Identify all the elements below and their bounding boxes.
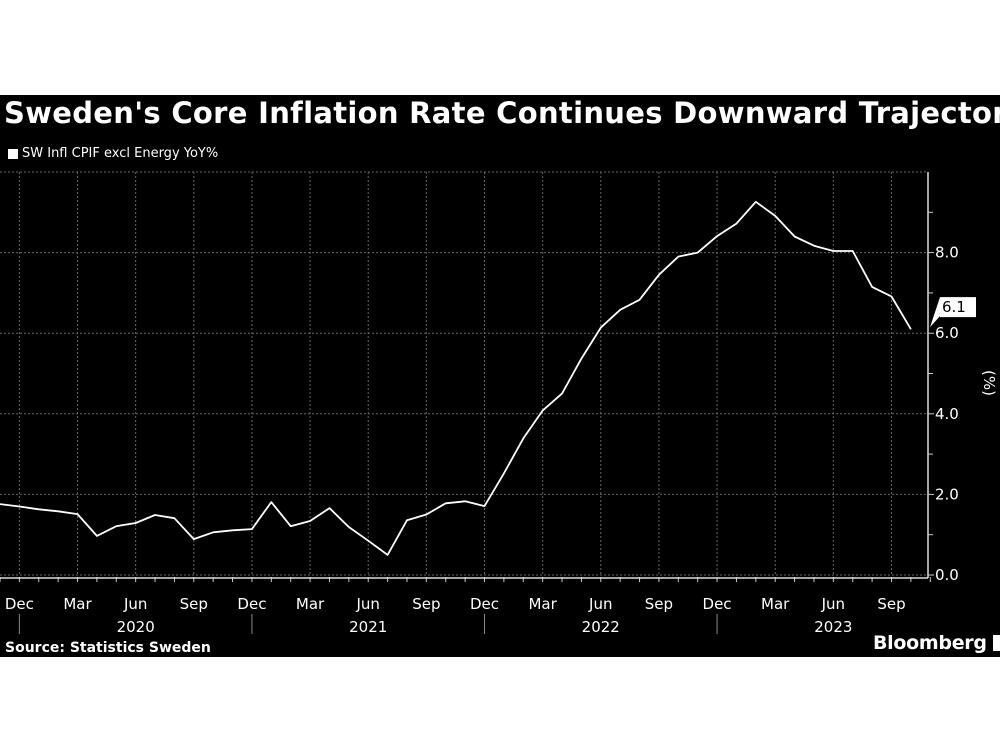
chart-title: Sweden's Core Inflation Rate Continues D… [4,96,1000,130]
x-tick-label: Jun [123,595,147,613]
x-year-label: 2020 [117,618,155,636]
last-value-label: 6.1 [942,298,966,316]
legend-swatch [8,148,18,159]
x-tick-label: Dec [5,595,34,613]
y-tick-label: 0.0 [935,566,959,584]
x-tick-label: Sep [180,595,208,613]
x-tick-label: Dec [237,595,266,613]
x-tick-label: Jun [821,595,845,613]
brand-name: Bloomberg [873,632,987,654]
x-tick-label: Mar [528,595,557,613]
x-tick-label: Mar [761,595,790,613]
x-tick-label: Jun [356,595,380,613]
x-tick-label: Mar [296,595,325,613]
x-tick-label: Sep [412,595,440,613]
bloomberg-chart-icon [992,635,1000,651]
x-year-label: 2023 [814,618,852,636]
x-tick-label: Dec [470,595,499,613]
source-note: Source: Statistics Sweden [5,640,211,656]
x-year-label: 2021 [349,618,387,636]
bloomberg-logo: Bloomberg [873,632,1000,654]
y-tick-label: 4.0 [935,405,959,423]
last-value-badge [930,297,976,328]
legend: SW Infl CPIF excl Energy YoY% [8,146,218,161]
x-tick-label: Jun [588,595,612,613]
y-axis-label: (%) [980,370,998,396]
series-line [0,200,912,556]
y-tick-label: 2.0 [935,485,959,503]
y-tick-label: 6.0 [935,324,959,342]
x-tick-label: Mar [63,595,92,613]
x-tick-label: Dec [703,595,732,613]
legend-label: SW Infl CPIF excl Energy YoY% [22,146,219,161]
x-tick-label: Sep [645,595,673,613]
y-tick-label: 8.0 [935,244,959,262]
x-tick-label: Sep [877,595,905,613]
x-year-label: 2022 [582,618,620,636]
